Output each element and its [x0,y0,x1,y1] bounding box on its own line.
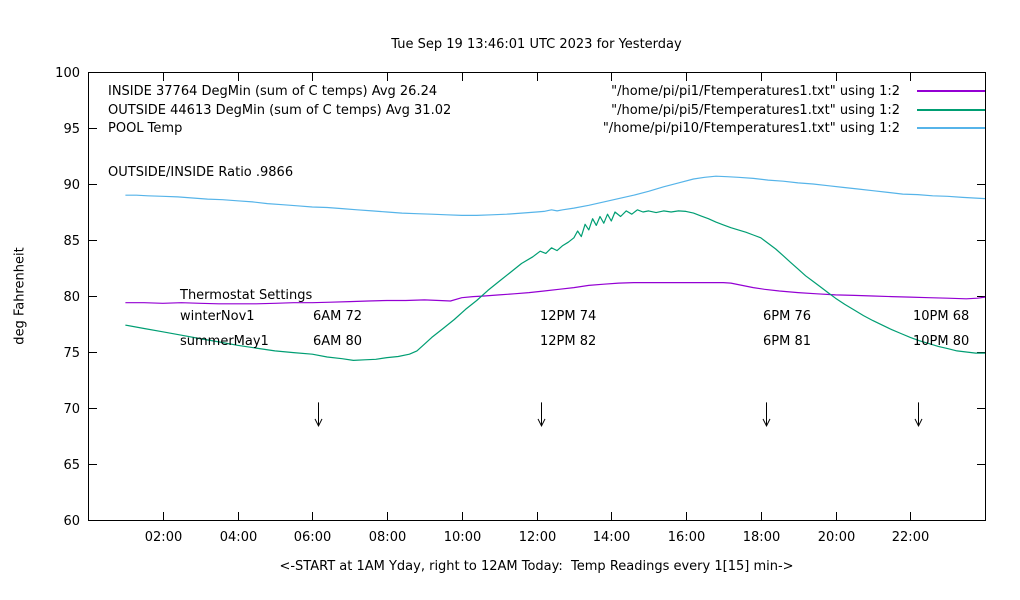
legend-line-sample-outside [917,109,985,111]
thermostat-winter-name: winterNov1 [180,309,255,324]
outside-inside-ratio-label: OUTSIDE/INSIDE Ratio .9866 [108,165,294,180]
thermostat-winter-10pm: 10PM 68 [913,309,970,324]
y-tick-label: 90 [63,178,80,193]
y-tick-label: 95 [63,122,80,137]
y-tick-label: 100 [55,66,80,81]
down-arrow-head-icon [914,418,923,428]
thermostat-summer-10pm: 10PM 80 [913,334,970,349]
outside-temperature-line [125,209,985,361]
pool-temperature-line [125,175,986,216]
x-tick-label: 04:00 [220,530,257,545]
x-tick-label: 20:00 [818,530,855,545]
legend-source-inside: "/home/pi/pi1/Ftemperatures1.txt" using … [611,84,900,99]
y-tick-label: 85 [63,234,80,249]
down-arrow-head-icon [314,418,323,428]
down-arrow-head-icon [762,418,771,428]
y-tick-label: 60 [63,514,80,529]
inside-temperature-line [125,282,986,305]
x-tick-label: 10:00 [444,530,481,545]
y-tick-label: 75 [63,346,80,361]
x-tick-label: 08:00 [369,530,406,545]
legend-label-outside: OUTSIDE 44613 DegMin (sum of C temps) Av… [108,103,452,118]
down-arrow-head-icon [537,418,546,428]
x-tick-label: 18:00 [743,530,780,545]
legend-row-inside: INSIDE 37764 DegMin (sum of C temps) Avg… [108,84,900,99]
x-axis-title: <-START at 1AM Yday, right to 12AM Today… [279,559,794,574]
thermostat-summer-12pm: 12PM 82 [540,334,597,349]
legend-row-pool: POOL Temp "/home/pi/pi10/Ftemperatures1.… [108,121,900,136]
legend-line-sample-inside [917,90,985,92]
legend-row-outside: OUTSIDE 44613 DegMin (sum of C temps) Av… [108,103,900,118]
x-tick-label: 22:00 [892,530,929,545]
x-tick-label: 14:00 [593,530,630,545]
y-tick-label: 80 [63,290,80,305]
thermostat-summer-6am: 6AM 80 [313,334,363,349]
y-tick-label: 70 [63,402,80,417]
thermostat-heading: Thermostat Settings [180,288,313,303]
plot-border [88,72,986,521]
legend-source-outside: "/home/pi/pi5/Ftemperatures1.txt" using … [611,103,900,118]
chart-title: Tue Sep 19 13:46:01 UTC 2023 for Yesterd… [391,37,682,52]
x-tick-label: 06:00 [294,530,331,545]
legend-source-pool: "/home/pi/pi10/Ftemperatures1.txt" using… [602,121,900,136]
y-axis-title: deg Fahrenheit [12,247,28,345]
legend-label-pool: POOL Temp [108,121,183,136]
legend-line-sample-pool [917,127,985,129]
x-tick-label: 16:00 [668,530,705,545]
thermostat-summer-6pm: 6PM 81 [763,334,812,349]
y-tick-label: 65 [63,458,80,473]
x-tick-label: 12:00 [519,530,556,545]
thermostat-winter-12pm: 12PM 74 [540,309,597,324]
thermostat-summer-name: summerMay1 [180,334,269,349]
legend-label-inside: INSIDE 37764 DegMin (sum of C temps) Avg… [108,84,438,99]
thermostat-winter-6am: 6AM 72 [313,309,363,324]
thermostat-winter-6pm: 6PM 76 [763,309,812,324]
x-tick-label: 02:00 [145,530,182,545]
